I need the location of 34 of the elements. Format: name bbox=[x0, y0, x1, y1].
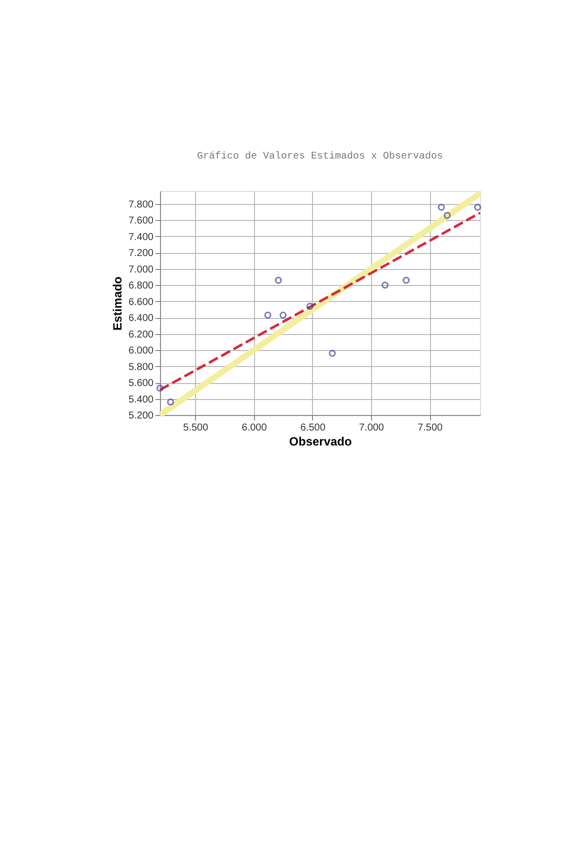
point bbox=[438, 204, 445, 211]
point bbox=[382, 282, 389, 289]
y-tick-label: 7.200 bbox=[128, 248, 154, 260]
point bbox=[306, 302, 314, 310]
x-tick-label: 6.000 bbox=[242, 422, 268, 434]
y-tick-label: 7.000 bbox=[128, 264, 154, 276]
point bbox=[280, 312, 287, 319]
y-tick-label: 5.800 bbox=[128, 362, 154, 373]
point bbox=[274, 276, 282, 284]
point bbox=[156, 384, 164, 392]
y-tick-label: 5.200 bbox=[128, 410, 154, 422]
y-tick-label: 5.400 bbox=[128, 394, 154, 406]
x-tick-label: 6.500 bbox=[300, 422, 326, 434]
chart-title: Gráfico de Valores Estimados x Observados bbox=[196, 150, 444, 162]
y-axis-title: Estimado bbox=[110, 276, 124, 331]
y-tick-label: 6.000 bbox=[128, 346, 154, 357]
y-tick-label: 6.200 bbox=[128, 329, 154, 340]
point bbox=[474, 204, 482, 211]
point bbox=[167, 398, 174, 406]
x-tick-label: 7.000 bbox=[358, 422, 384, 434]
point bbox=[328, 350, 336, 357]
x-tick-label: 7.500 bbox=[418, 422, 444, 434]
y-tick-label: 6.600 bbox=[128, 296, 154, 308]
y-tick-label: 5.600 bbox=[128, 378, 154, 390]
y-tick-label: 7.400 bbox=[128, 232, 154, 243]
point bbox=[264, 312, 272, 319]
y-tick-label: 6.800 bbox=[128, 280, 154, 292]
x-axis-title: Observado bbox=[289, 434, 352, 448]
y-tick-label: 7.600 bbox=[128, 216, 154, 227]
point bbox=[402, 276, 410, 284]
point bbox=[444, 212, 451, 219]
y-tick-label: 6.400 bbox=[128, 313, 154, 324]
y-tick-label: 7.800 bbox=[128, 199, 154, 210]
x-tick-label: 5.500 bbox=[183, 422, 209, 434]
